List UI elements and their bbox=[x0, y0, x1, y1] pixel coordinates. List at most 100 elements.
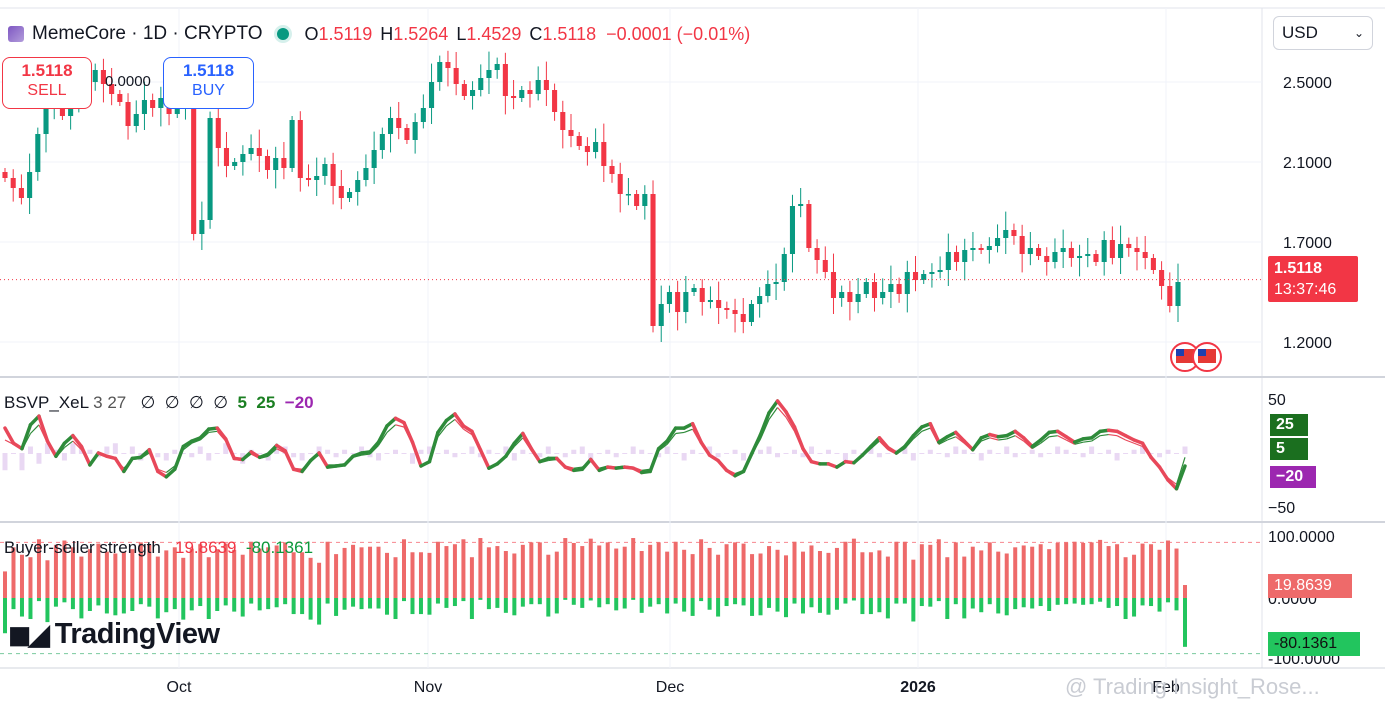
osc-histogram-bar bbox=[588, 453, 594, 461]
candle-body bbox=[470, 90, 476, 96]
buyer-strength-bar bbox=[376, 546, 381, 598]
seller-strength-bar bbox=[368, 598, 373, 609]
buyer-strength-bar bbox=[1115, 544, 1120, 598]
buyer-strength-bar bbox=[104, 551, 109, 598]
seller-strength-bar bbox=[308, 598, 313, 620]
osc-histogram-bar bbox=[435, 453, 441, 454]
last-price-value: 1.5118 bbox=[1274, 260, 1323, 277]
osc-slow-line-segment bbox=[777, 407, 787, 418]
seller-strength-bar bbox=[410, 598, 415, 615]
seller-strength-bar bbox=[249, 598, 254, 604]
buyer-strength-bar bbox=[682, 549, 687, 598]
candle-body bbox=[1044, 256, 1050, 262]
seller-strength-bar bbox=[266, 598, 271, 610]
candle-body bbox=[100, 70, 106, 84]
seller-strength-bar bbox=[1106, 598, 1111, 608]
buyer-strength-bar bbox=[529, 542, 534, 598]
seller-strength-bar bbox=[359, 598, 364, 610]
buy-button[interactable]: 1.5118 BUY bbox=[163, 57, 254, 109]
ohlc-close: C1.5118 bbox=[529, 24, 596, 45]
candle-body bbox=[429, 82, 435, 108]
seller-strength-bar bbox=[588, 598, 593, 601]
osc-fast-line-segment bbox=[20, 423, 33, 451]
buyer-strength-bar bbox=[554, 551, 559, 598]
symbol-title[interactable]: MemeCore · 1D · CRYPTO bbox=[32, 23, 263, 44]
sell-button[interactable]: 1.5118 SELL bbox=[2, 57, 92, 109]
osc-histogram-bar bbox=[53, 449, 59, 454]
market-status-dot[interactable] bbox=[276, 28, 289, 40]
osc-histogram-bar bbox=[418, 449, 424, 454]
buyer-strength-bar bbox=[758, 553, 763, 598]
indicator2-name[interactable]: Buyer-seller strength bbox=[4, 538, 161, 557]
buyer-strength-bar bbox=[580, 546, 585, 598]
buyer-strength-bar bbox=[597, 545, 602, 598]
candle-body bbox=[1027, 248, 1033, 254]
seller-strength-bar bbox=[79, 598, 84, 619]
osc-fast-line-segment bbox=[45, 439, 58, 458]
candle-body bbox=[576, 136, 582, 146]
osc-histogram-bar bbox=[579, 446, 585, 454]
candle-body bbox=[527, 90, 533, 94]
candle-body bbox=[1068, 248, 1074, 258]
osc-fast-line-segment bbox=[894, 444, 907, 455]
osc-histogram-bar bbox=[817, 453, 823, 454]
osc-histogram-bar bbox=[367, 453, 373, 458]
buyer-strength-bar bbox=[860, 552, 865, 598]
seller-strength-bar bbox=[1174, 598, 1179, 611]
buyer-strength-bar bbox=[486, 547, 491, 598]
osc-histogram-bar bbox=[834, 453, 840, 454]
candle-body bbox=[740, 314, 746, 322]
indicator1-params: 3 27 bbox=[93, 393, 127, 412]
osc-tick-label: −50 bbox=[1268, 500, 1295, 517]
osc-fast-line-segment bbox=[71, 433, 84, 449]
osc-histogram-bar bbox=[1055, 446, 1061, 454]
osc-histogram-bar bbox=[44, 443, 50, 454]
buyer-strength-bar bbox=[1064, 542, 1069, 598]
buyer-strength-bar bbox=[401, 539, 406, 598]
osc-histogram-bar bbox=[656, 453, 662, 458]
osc-histogram-bar bbox=[231, 453, 237, 454]
osc-fast-line-segment bbox=[1157, 465, 1170, 482]
osc-histogram-bar bbox=[622, 453, 628, 454]
osc-slow-line-segment bbox=[446, 418, 456, 427]
osc-histogram-bar bbox=[443, 449, 449, 454]
currency-select[interactable]: USD ⌄ bbox=[1273, 16, 1373, 50]
osc-fast-line-segment bbox=[223, 437, 236, 461]
candle-body bbox=[420, 108, 426, 122]
osc-fast-line-segment bbox=[453, 412, 466, 428]
osc-histogram-bar bbox=[291, 453, 297, 458]
buyer-strength-bar bbox=[800, 551, 805, 598]
osc-histogram-bar bbox=[698, 453, 704, 454]
osc-histogram-bar bbox=[121, 453, 127, 454]
candle-body bbox=[1085, 254, 1091, 256]
tradingview-logo[interactable]: ◼◢ TradingView bbox=[8, 618, 220, 651]
osc-histogram-bar bbox=[70, 443, 76, 454]
candle-body bbox=[1077, 256, 1083, 258]
osc-fast-line-segment bbox=[444, 412, 457, 423]
high-value: 1.5264 bbox=[393, 23, 449, 44]
seller-strength-bar bbox=[28, 598, 33, 620]
osc-slow-line-segment bbox=[989, 437, 999, 441]
osc-fast-line-segment bbox=[589, 457, 601, 473]
buyer-strength-bar bbox=[19, 554, 24, 598]
indicator1-legend: BSVP_XeL 3 27 ∅ ∅ ∅ ∅ 5 25 −20 bbox=[4, 393, 314, 413]
candle-body bbox=[855, 294, 861, 302]
osc-histogram-bar bbox=[673, 453, 679, 454]
candle-body bbox=[109, 84, 115, 94]
osc-fast-line-segment bbox=[427, 430, 440, 464]
candle-body bbox=[904, 272, 910, 294]
osc-histogram-bar bbox=[800, 453, 806, 458]
osc-histogram-bar bbox=[554, 453, 560, 454]
high-label: H bbox=[380, 23, 394, 44]
osc-slow-line-segment bbox=[921, 427, 931, 432]
osc-histogram-bar bbox=[257, 453, 263, 454]
osc-fast-line-segment bbox=[656, 439, 669, 451]
osc-histogram-bar bbox=[486, 449, 492, 454]
buyer-strength-bar bbox=[1140, 543, 1145, 598]
buy-price: 1.5118 bbox=[182, 61, 235, 80]
buyer-strength-bar bbox=[987, 542, 992, 598]
osc-fast-line-segment bbox=[1174, 464, 1187, 491]
indicator1-name[interactable]: BSVP_XeL bbox=[4, 393, 89, 412]
